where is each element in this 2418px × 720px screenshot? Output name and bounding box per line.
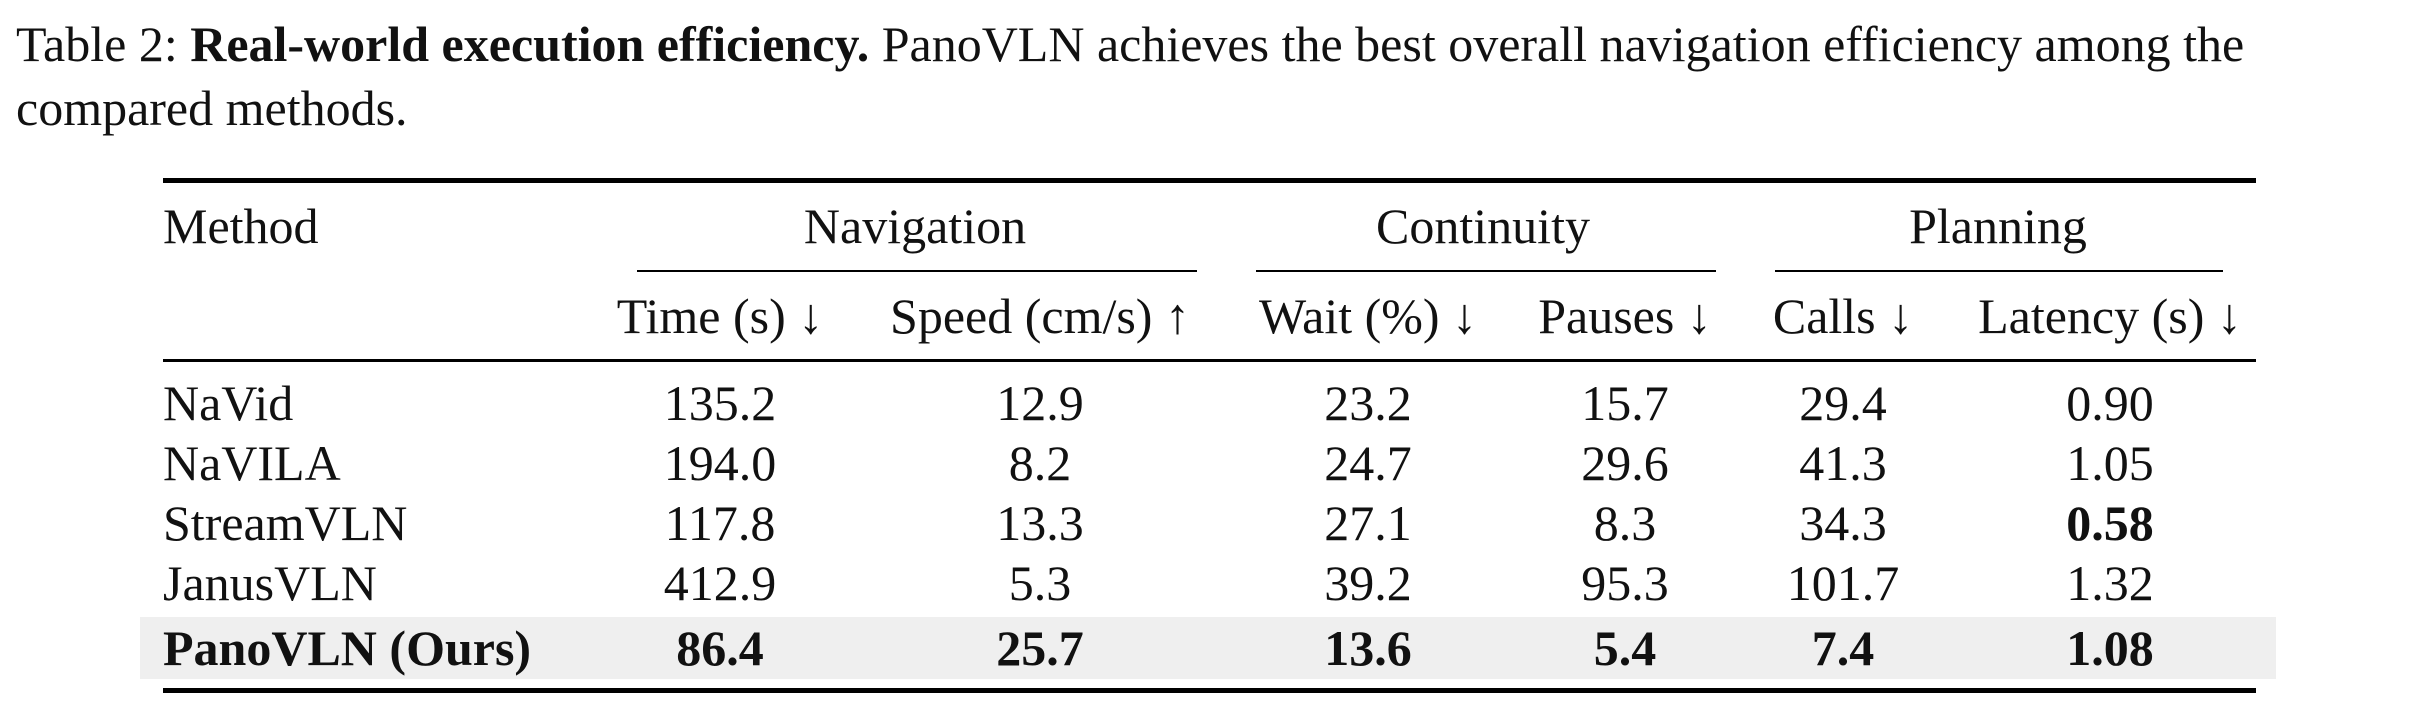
time-cell: 412.9 — [663, 555, 777, 611]
table-top-rule — [163, 178, 2256, 183]
latency-cell: 0.90 — [2066, 375, 2154, 431]
pauses-cell: 5.4 — [1593, 620, 1657, 676]
latency-cell: 0.58 — [2066, 495, 2154, 551]
latency-cell: 1.08 — [2066, 620, 2154, 676]
group-header-navigation: Navigation — [803, 198, 1027, 254]
wait-cell: 39.2 — [1324, 555, 1412, 611]
calls-cell: 101.7 — [1786, 555, 1900, 611]
group-header-planning: Planning — [1909, 198, 2087, 254]
speed-cell: 5.3 — [1008, 555, 1072, 611]
caption-label: Table 2: — [16, 16, 178, 72]
time-cell: 135.2 — [663, 375, 777, 431]
method-cell: PanoVLN (Ours) — [163, 620, 532, 676]
column-header-calls: Calls ↓ — [1772, 288, 1914, 344]
caption-title: Real-world execution efficiency. — [190, 16, 870, 72]
group-rule-navigation — [637, 270, 1197, 272]
latency-cell: 1.32 — [2066, 555, 2154, 611]
pauses-cell: 95.3 — [1581, 555, 1669, 611]
calls-cell: 29.4 — [1799, 375, 1887, 431]
speed-cell: 13.3 — [996, 495, 1084, 551]
column-header-wait: Wait (%) ↓ — [1258, 288, 1478, 344]
method-cell: JanusVLN — [163, 555, 377, 611]
group-rule-continuity — [1256, 270, 1716, 272]
speed-cell: 25.7 — [996, 620, 1084, 676]
calls-cell: 7.4 — [1811, 620, 1875, 676]
table-bottom-rule — [163, 688, 2256, 693]
calls-cell: 34.3 — [1799, 495, 1887, 551]
wait-cell: 24.7 — [1324, 435, 1412, 491]
method-cell: NaVid — [163, 375, 294, 431]
wait-cell: 23.2 — [1324, 375, 1412, 431]
method-cell: StreamVLN — [163, 495, 408, 551]
method-cell: NaVILA — [163, 435, 341, 491]
highlighted-row-background — [140, 617, 2276, 679]
column-header-pauses: Pauses ↓ — [1538, 288, 1712, 344]
group-header-continuity: Continuity — [1376, 198, 1590, 254]
column-header-latency: Latency (s) ↓ — [1978, 288, 2242, 344]
time-cell: 86.4 — [676, 620, 764, 676]
speed-cell: 12.9 — [996, 375, 1084, 431]
group-rule-planning — [1775, 270, 2223, 272]
calls-cell: 41.3 — [1799, 435, 1887, 491]
wait-cell: 13.6 — [1324, 620, 1412, 676]
speed-cell: 8.2 — [1008, 435, 1072, 491]
time-cell: 194.0 — [663, 435, 777, 491]
time-cell: 117.8 — [664, 495, 776, 551]
column-header-time: Time (s) ↓ — [616, 288, 824, 344]
pauses-cell: 15.7 — [1581, 375, 1669, 431]
pauses-cell: 8.3 — [1593, 495, 1657, 551]
method-header: Method — [163, 198, 319, 254]
pauses-cell: 29.6 — [1581, 435, 1669, 491]
latency-cell: 1.05 — [2066, 435, 2154, 491]
table-caption: Table 2: Real-world execution efficiency… — [16, 12, 2406, 140]
wait-cell: 27.1 — [1324, 495, 1412, 551]
caption-text: PanoVLN achieves the best overall naviga… — [16, 16, 2245, 136]
table-header-rule — [163, 359, 2256, 362]
column-header-speed: Speed (cm/s) ↑ — [890, 288, 1190, 344]
